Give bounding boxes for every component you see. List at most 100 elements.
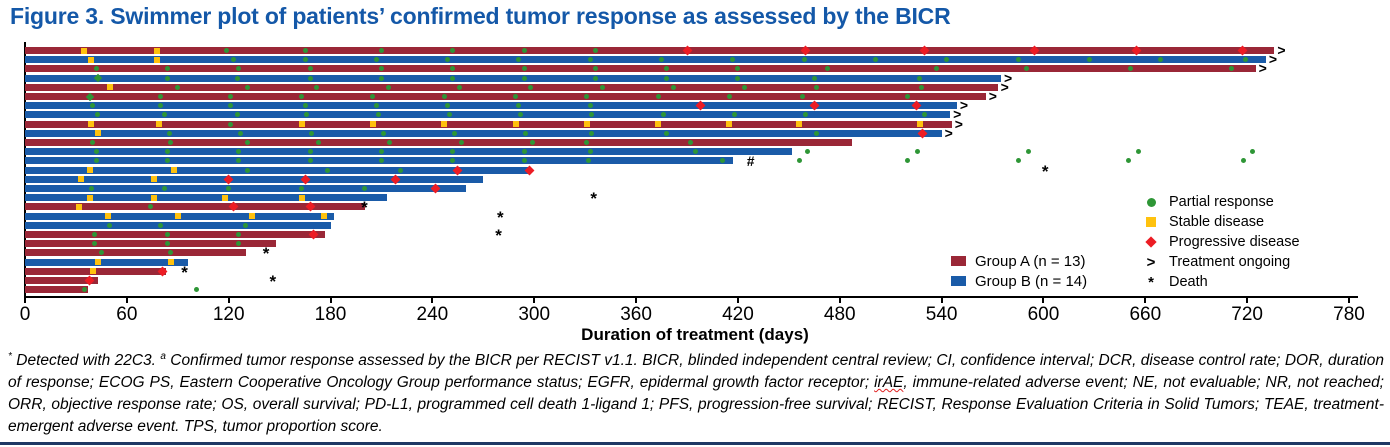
stable-disease-marker xyxy=(76,203,83,210)
partial-response-marker xyxy=(513,94,519,99)
legend-groups: Group A (n = 13) Group B (n = 14) xyxy=(951,251,1087,291)
partial-response-marker xyxy=(324,167,330,173)
stable-disease-marker xyxy=(88,56,95,63)
partial-response-marker xyxy=(805,149,811,155)
partial-response-marker xyxy=(687,140,693,145)
legend-label: Death xyxy=(1169,274,1208,290)
partial-response-marker xyxy=(801,57,807,63)
partial-response-marker xyxy=(166,130,172,136)
partial-response-marker xyxy=(457,84,463,90)
patient-bar xyxy=(25,286,88,294)
patient-bar xyxy=(25,157,733,165)
stable-disease-marker xyxy=(916,121,923,128)
x-axis-tick-label: 480 xyxy=(823,304,856,325)
partial-response-marker xyxy=(458,140,464,145)
stable-disease-marker xyxy=(88,121,95,128)
death-marker: * xyxy=(496,207,504,227)
bottom-rule xyxy=(0,442,1390,445)
partial-response-marker xyxy=(918,84,924,90)
x-axis-tick-label: 0 xyxy=(19,304,31,325)
x-axis-tick xyxy=(24,298,26,303)
partial-response-marker xyxy=(307,158,313,164)
partial-response-marker xyxy=(587,57,593,63)
x-axis-tick xyxy=(635,298,638,303)
partial-response-marker xyxy=(193,287,199,293)
partial-response-marker xyxy=(521,75,527,81)
x-axis-tick-label: 360 xyxy=(620,304,652,325)
patient-bar xyxy=(25,129,942,137)
stable-disease-marker xyxy=(512,121,519,128)
x-axis-tick-label: 420 xyxy=(722,304,754,325)
partial-response-marker xyxy=(299,186,305,191)
patient-bar xyxy=(25,93,986,100)
partial-response-marker xyxy=(799,94,805,99)
patient-bar xyxy=(25,47,1275,54)
stable-disease-marker xyxy=(151,194,157,201)
x-axis-tick-label: 720 xyxy=(1231,304,1263,325)
partial-response-marker xyxy=(302,103,308,109)
x-axis-tick xyxy=(329,298,332,303)
x-axis-tick-label: 540 xyxy=(925,304,958,325)
stable-disease-marker xyxy=(171,167,178,174)
patient-bar xyxy=(25,231,326,238)
treatment-ongoing-marker: > xyxy=(1258,60,1267,77)
partial-response-marker xyxy=(518,112,524,118)
stable-disease-marker xyxy=(156,121,163,128)
partial-response-marker xyxy=(589,130,595,136)
partial-response-marker xyxy=(90,140,96,145)
partial-response-marker xyxy=(915,149,921,155)
x-axis-tick xyxy=(1144,298,1147,303)
death-marker: * xyxy=(361,198,368,218)
partial-response-marker xyxy=(302,57,308,63)
partial-response-marker xyxy=(227,103,233,109)
stable-disease-icon xyxy=(1146,217,1156,227)
partial-response-marker xyxy=(307,149,313,155)
partial-response-marker xyxy=(872,57,878,63)
partial-response-marker xyxy=(238,130,244,136)
patient-bar xyxy=(25,148,793,156)
x-axis-tick-label: 240 xyxy=(416,304,449,325)
x-axis-tick-label: 660 xyxy=(1129,304,1162,325)
death-marker: * xyxy=(181,262,188,282)
treatment-ongoing-marker: > xyxy=(959,97,969,114)
stable-disease-marker xyxy=(154,47,161,54)
partial-response-marker xyxy=(378,158,384,164)
partial-response-marker xyxy=(516,103,522,109)
partial-response-marker xyxy=(811,75,817,81)
partial-response-marker xyxy=(107,222,113,228)
stable-disease-marker xyxy=(105,213,112,220)
stable-disease-marker xyxy=(86,167,93,174)
x-axis-tick xyxy=(1348,298,1350,303)
patient-bar xyxy=(25,203,365,211)
treatment-ongoing-marker: > xyxy=(1277,42,1286,58)
partial-response-marker xyxy=(1127,66,1133,72)
stable-disease-marker xyxy=(167,259,174,266)
partial-response-marker xyxy=(441,94,447,99)
partial-response-marker xyxy=(227,121,233,127)
partial-response-marker xyxy=(244,167,250,173)
partial-response-marker xyxy=(720,158,726,164)
partial-response-marker xyxy=(530,140,536,145)
partial-response-marker xyxy=(670,84,676,90)
partial-response-marker xyxy=(516,57,522,63)
partial-response-marker xyxy=(387,140,393,145)
partial-response-marker xyxy=(244,140,250,145)
stable-disease-marker xyxy=(222,194,229,201)
death-marker: * xyxy=(590,189,597,209)
treatment-ongoing-marker: > xyxy=(953,106,962,123)
x-axis-tick-label: 60 xyxy=(116,304,138,325)
patient-bar xyxy=(25,185,467,192)
stable-disease-marker xyxy=(94,259,101,266)
x-axis-line xyxy=(24,296,1358,298)
group-a-swatch xyxy=(951,256,966,266)
x-axis-tick xyxy=(736,298,739,303)
x-axis-tick-label: 120 xyxy=(212,304,245,325)
x-axis-tick xyxy=(1246,298,1249,303)
x-axis-tick xyxy=(533,298,536,303)
stable-disease-marker xyxy=(81,47,88,54)
partial-response-marker xyxy=(592,48,598,53)
death-marker: * xyxy=(1041,161,1049,181)
partial-response-marker xyxy=(370,94,376,99)
legend-item-group-b: Group B (n = 14) xyxy=(951,271,1087,291)
partial-response-marker xyxy=(236,149,242,155)
